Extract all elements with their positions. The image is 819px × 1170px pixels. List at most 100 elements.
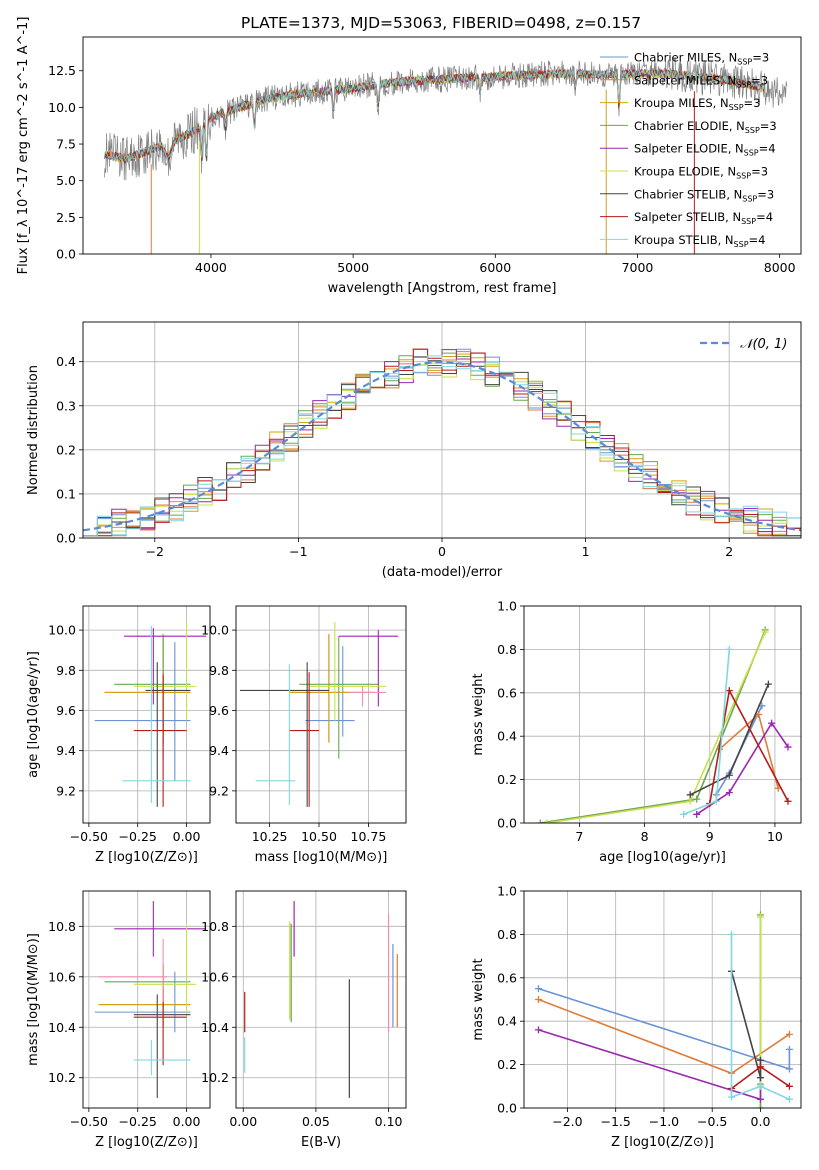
axes-spectrum: 4000 5000 6000 7000 8000 0.0 2.5 5.0 7.5 10.0 12.5… xyxy=(16,17,802,296)
x-axis-label: (data-model)/error xyxy=(382,565,503,580)
x-tick-label: −1.5 xyxy=(601,1114,631,1129)
legend-entry-normal: 𝒩(0, 1) xyxy=(740,337,787,352)
x-tick-label: 10.25 xyxy=(252,829,288,844)
residual-histogram-7 xyxy=(83,348,801,537)
y-tick-label: 0.6 xyxy=(497,970,517,985)
x-tick-label: 7000 xyxy=(622,260,654,275)
mass-weight-marker-2 xyxy=(756,1104,764,1108)
y-tick-label: 0.8 xyxy=(497,642,517,657)
legend-nssp-eq: = xyxy=(749,233,759,247)
axes-frame xyxy=(82,36,802,255)
y-tick-label: 9.2 xyxy=(56,783,76,798)
y-tick-label: 12.5 xyxy=(48,63,76,78)
mass-weight-marker-3 xyxy=(725,789,733,797)
legend-name: Chabrier ELODIE xyxy=(634,119,729,133)
mass-weight-marker-7 xyxy=(680,810,688,818)
legend-name: Kroupa MILES xyxy=(634,96,713,110)
mass-weight-marker-2 xyxy=(536,819,544,823)
x-tick-label: 8000 xyxy=(764,260,796,275)
x-tick-label: −2 xyxy=(146,544,164,559)
legend-name: Salpeter ELODIE xyxy=(634,142,728,156)
legend-entry: Salpeter STELIB, NSSP=4 xyxy=(634,210,773,226)
mass-weight-marker-5 xyxy=(756,1074,764,1082)
plot-area xyxy=(103,57,788,254)
legend-nssp-sub: SSP xyxy=(734,240,749,249)
x-tick-label: −0.25 xyxy=(119,829,157,844)
x-tick-label: −2.0 xyxy=(552,1114,582,1129)
legend-entry: Kroupa MILES, NSSP=3 xyxy=(634,96,761,112)
mass-weight-line-7 xyxy=(730,934,790,1101)
axes-frame xyxy=(82,605,211,824)
axes-mass-vs-EBV: 0.00 0.05 0.10 10.2 10.4 10.6 10.8 E(B-V) xyxy=(201,890,407,1150)
y-tick-label: 0.0 xyxy=(56,247,76,262)
axes-frame xyxy=(523,605,802,824)
x-tick-label: 2 xyxy=(725,544,733,559)
axes-frame xyxy=(82,321,802,539)
y-tick-label: 5.0 xyxy=(56,173,76,188)
y-tick-label: 9.4 xyxy=(56,743,76,758)
axes-frame xyxy=(235,890,407,1109)
mass-weight-line-2 xyxy=(540,629,766,823)
legend-nssp-prefix: , N xyxy=(718,233,734,247)
mass-weight-marker-0 xyxy=(785,1045,793,1053)
y-tick-label: 7.5 xyxy=(56,137,76,152)
axes-frame xyxy=(235,605,407,824)
legend-nssp-value: 4 xyxy=(768,142,775,156)
x-tick-label: 0.10 xyxy=(375,1114,403,1129)
mass-weight-marker-6 xyxy=(784,797,792,805)
mass-weight-marker-3 xyxy=(534,1026,542,1034)
axes-mass-weight-vs-age: 7 8 9 10 0.0 0.2 0.4 0.6 0.8 1.0 age [log10(age/yr… xyxy=(471,599,802,865)
legend-name: Kroupa ELODIE xyxy=(634,165,720,179)
mass-weight-marker-7 xyxy=(725,645,733,653)
mass-weight-line-7 xyxy=(683,649,731,816)
legend-nssp-sub: SSP xyxy=(736,80,751,89)
legend-nssp-eq: = xyxy=(757,187,767,201)
y-tick-label: 10.0 xyxy=(48,100,76,115)
y-tick-label: 1.0 xyxy=(497,599,517,614)
y-tick-label: 9.8 xyxy=(209,663,229,678)
mass-weight-marker-5 xyxy=(686,791,694,799)
legend-nssp-prefix: , N xyxy=(726,187,742,201)
y-tick-label: 10.6 xyxy=(48,969,76,984)
mass-weight-marker-3 xyxy=(784,743,792,751)
y-tick-label: 10.8 xyxy=(48,919,76,934)
x-tick-label: 0.05 xyxy=(302,1114,330,1129)
x-tick-label: −1 xyxy=(289,544,307,559)
mass-weight-marker-4 xyxy=(756,913,764,921)
legend-name: Kroupa STELIB xyxy=(634,233,718,247)
x-tick-label: −0.50 xyxy=(70,829,108,844)
figure-title: PLATE=1373, MJD=53063, FIBERID=0498, z=0… xyxy=(241,14,641,32)
x-tick-label: 1 xyxy=(582,544,590,559)
mass-weight-marker-7 xyxy=(712,797,720,805)
mass-weight-marker-6 xyxy=(725,687,733,695)
axes-age-vs-mass: 10.25 10.50 10.75 9.2 9.4 9.6 9.8 10.0 mass [log… xyxy=(201,605,407,865)
plot-area xyxy=(244,901,398,1098)
mass-weight-marker-3 xyxy=(768,719,776,727)
legend-name: Salpeter STELIB xyxy=(634,210,725,224)
legend-nssp-sub: SSP xyxy=(729,103,744,112)
mass-weight-marker-7 xyxy=(728,1093,736,1101)
normal-distribution-curve xyxy=(83,361,801,532)
legend-nssp-value: 4 xyxy=(766,210,773,224)
x-axis-label: mass [log10(M/M⊙)] xyxy=(255,850,388,865)
legend-nssp-prefix: , N xyxy=(729,119,745,133)
legend-entry: Kroupa STELIB, NSSP=4 xyxy=(634,233,766,249)
x-tick-label: 10 xyxy=(767,829,783,844)
legend-nssp-prefix: , N xyxy=(725,210,741,224)
y-axis-label: age [log10(age/yr)] xyxy=(26,651,41,778)
legend-nssp-eq: = xyxy=(751,165,761,179)
legend-nssp-value: 3 xyxy=(762,51,769,65)
axes-age-vs-Z: −0.50 −0.25 0.00 9.2 9.4 9.6 9.8 10.0 Z [log10(Z… xyxy=(26,605,211,865)
y-axis-label: mass weight xyxy=(471,673,486,755)
legend-nssp-eq: = xyxy=(759,142,769,156)
x-axis-label: wavelength [Angstrom, rest frame] xyxy=(328,281,557,296)
mass-weight-marker-1 xyxy=(534,996,542,1003)
mass-weight-marker-1 xyxy=(755,711,763,718)
legend-nssp-value: 3 xyxy=(767,187,774,201)
y-tick-label: 9.6 xyxy=(56,703,76,718)
mass-weight-marker-0 xyxy=(534,985,542,993)
legend-nssp-value: 3 xyxy=(761,165,768,179)
legend-nssp-sub: SSP xyxy=(742,194,757,203)
x-axis-label: Z [log10(Z/Z⊙)] xyxy=(95,1135,198,1150)
y-tick-label: 10.6 xyxy=(201,969,229,984)
